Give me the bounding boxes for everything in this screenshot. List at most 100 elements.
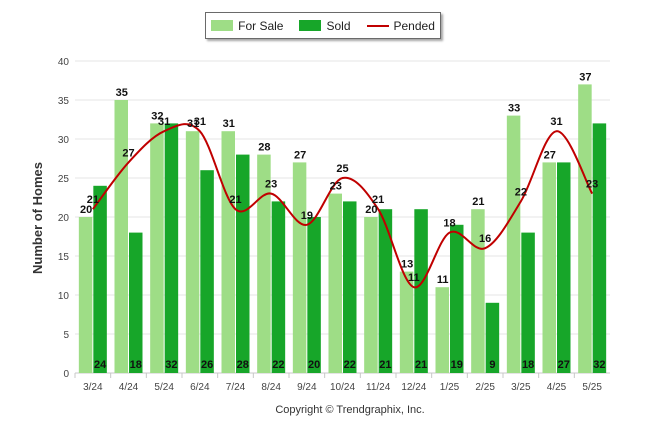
data-label-pended: 18 [443, 218, 455, 230]
data-label-sold: 9 [489, 359, 495, 371]
x-tick-label: 3/25 [511, 382, 531, 393]
y-axis-tick-labels: 0 5 10 15 20 25 30 35 40 [58, 57, 70, 380]
bar-for-sale [364, 217, 378, 373]
data-label-pended: 27 [122, 147, 134, 159]
legend-label-for-sale: For Sale [238, 18, 284, 33]
data-label-pended: 21 [87, 194, 99, 206]
bar-sold [378, 209, 393, 373]
x-tick-label: 4/24 [119, 382, 139, 393]
data-label-pended: 16 [479, 233, 491, 245]
bar-for-sale [185, 131, 200, 373]
data-label-for-sale: 23 [330, 181, 342, 193]
footer-copyright: Copyright © Trendgraphix, Inc. [275, 404, 424, 416]
legend-swatch-for-sale [211, 20, 234, 31]
data-label-for-sale: 20 [365, 204, 377, 216]
data-label-for-sale: 21 [472, 196, 484, 208]
data-label-for-sale: 27 [544, 149, 556, 161]
data-label-for-sale: 33 [508, 103, 520, 115]
data-label-pended: 31 [550, 116, 562, 128]
data-label-sold: 32 [165, 359, 177, 371]
data-label-sold: 22 [272, 359, 284, 371]
x-tick-label: 5/25 [582, 382, 602, 393]
x-tick-label: 10/24 [330, 382, 355, 393]
x-tick-label: 6/24 [190, 382, 210, 393]
data-label-for-sale: 11 [437, 274, 449, 286]
legend-item-sold[interactable]: Sold [299, 18, 351, 33]
x-tick-label: 12/24 [401, 382, 426, 393]
data-label-pended: 21 [229, 194, 241, 206]
legend-label-pended: Pended [393, 18, 435, 33]
y-axis-title: Number of Homes [30, 162, 45, 274]
bars [78, 84, 607, 374]
data-label-for-sale: 27 [294, 149, 306, 161]
data-label-sold: 22 [344, 359, 356, 371]
bar-sold [164, 123, 179, 374]
y-tick-label: 25 [58, 174, 70, 185]
bar-sold [271, 201, 286, 373]
data-label-sold: 21 [379, 359, 391, 371]
data-label-sold: 19 [451, 359, 463, 371]
bar-for-sale [471, 209, 485, 373]
bar-for-sale [257, 154, 271, 373]
y-tick-label: 10 [58, 291, 70, 302]
bar-for-sale [542, 162, 556, 373]
bar-sold [557, 162, 571, 373]
x-tick-label: 7/24 [226, 382, 246, 393]
data-label-for-sale: 35 [116, 87, 128, 99]
data-label-sold: 18 [130, 359, 142, 371]
legend-item-pended[interactable]: Pended [366, 18, 435, 33]
data-label-sold: 18 [522, 359, 534, 371]
x-tick-label: 4/25 [547, 382, 567, 393]
data-label-for-sale: 37 [579, 71, 591, 83]
bar-for-sale [78, 217, 93, 373]
bar-sold [307, 217, 321, 373]
bar-for-sale [506, 115, 521, 373]
data-label-for-sale: 13 [401, 259, 413, 271]
bar-for-sale [435, 287, 449, 373]
data-label-sold: 21 [415, 359, 427, 371]
y-tick-label: 0 [63, 369, 69, 380]
data-label-sold: 20 [308, 359, 320, 371]
bar-sold [521, 232, 535, 373]
bar-sold [129, 232, 143, 373]
x-tick-label: 1/25 [440, 382, 460, 393]
data-label-pended: 23 [586, 179, 598, 191]
y-tick-label: 35 [58, 96, 70, 107]
data-label-pended: 21 [372, 194, 384, 206]
x-tick-label: 8/24 [261, 382, 281, 393]
bar-sold [343, 201, 357, 373]
bar-sold [450, 224, 464, 373]
x-axis-tick-labels: 3/24 4/24 5/24 6/24 7/24 8/24 9/24 10/24 11/24 12… [74, 373, 602, 393]
data-label-for-sale: 31 [187, 118, 199, 130]
data-label-pended: 31 [194, 116, 206, 128]
bar-sold [485, 302, 500, 373]
data-labels: 2024351832323126312828222720232220211321… [80, 71, 606, 371]
bar-sold [236, 154, 250, 373]
bar-sold [592, 123, 607, 374]
data-label-for-sale: 20 [80, 204, 92, 216]
bar-sold [414, 209, 428, 373]
y-tick-label: 40 [58, 57, 70, 68]
bar-for-sale [292, 162, 307, 373]
bar-for-sale [328, 193, 342, 373]
bar-for-sale [399, 271, 414, 373]
bar-sold [93, 185, 107, 373]
y-tick-label: 5 [63, 330, 69, 341]
data-label-sold: 32 [593, 359, 605, 371]
legend-swatch-pended [366, 24, 389, 27]
data-label-pended: 11 [408, 272, 420, 284]
data-label-sold: 26 [201, 359, 213, 371]
bar-for-sale [578, 84, 592, 374]
data-label-for-sale: 31 [223, 118, 235, 130]
data-label-sold: 27 [558, 359, 570, 371]
line-pended [92, 123, 594, 289]
x-tick-label: 5/24 [154, 382, 174, 393]
data-label-for-sale: 32 [151, 110, 163, 122]
legend-label-sold: Sold [326, 18, 351, 33]
legend: For Sale Sold Pended [205, 12, 441, 39]
data-label-sold: 28 [237, 359, 249, 371]
pended-line [92, 123, 594, 289]
legend-item-for-sale[interactable]: For Sale [211, 19, 283, 33]
data-label-pended: 22 [515, 186, 527, 198]
